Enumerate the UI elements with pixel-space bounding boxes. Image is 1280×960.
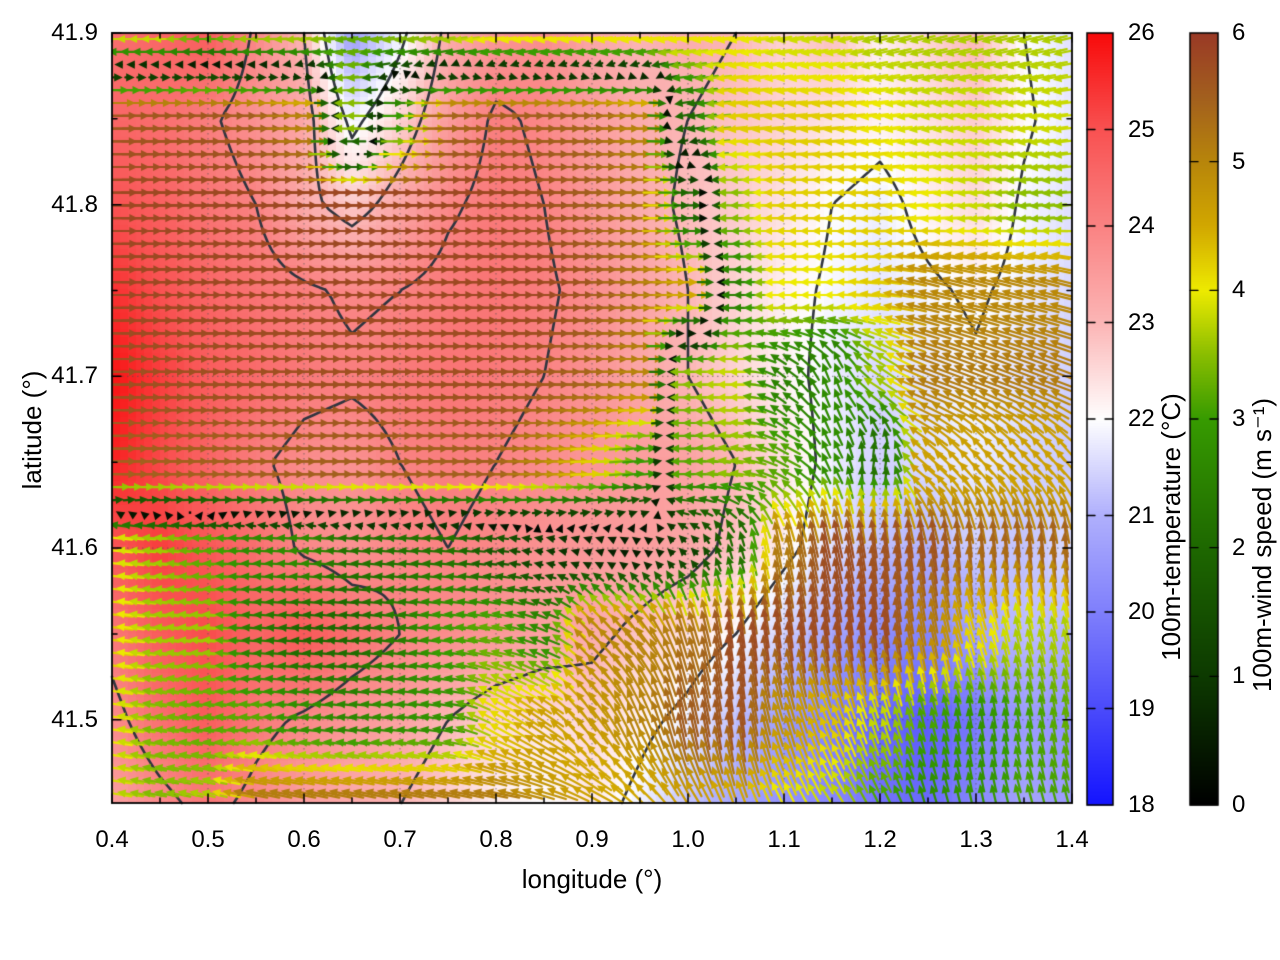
wind-cb-tick-label: 2: [1232, 533, 1246, 561]
x-tick-label: 0.4: [95, 826, 129, 853]
y-tick-label: 41.6: [51, 534, 98, 562]
wind-cb-tick-label: 4: [1232, 276, 1246, 304]
temperature-cb-tick-label: 20: [1128, 598, 1155, 625]
x-tick-label: 0.8: [479, 826, 513, 853]
x-tick-label: 1.2: [863, 826, 897, 853]
wind-cb-tick-label: 3: [1232, 405, 1246, 432]
x-tick-label: 1.4: [1055, 826, 1089, 853]
temperature-cb-tick-label: 25: [1128, 115, 1155, 143]
y-tick-label: 41.7: [51, 362, 98, 390]
wind-cb-tick-label: 0: [1232, 791, 1246, 818]
y-tick-label: 41.9: [51, 19, 98, 46]
temperature-cb-tick-label: 18: [1128, 791, 1155, 818]
wind-cb-tick-label: 5: [1232, 147, 1246, 175]
wind-colorbar-title: 100m-wind speed (m s⁻¹): [1247, 397, 1277, 693]
x-axis-title: longitude (°): [521, 864, 663, 894]
wind-cb-tick-label: 1: [1232, 662, 1246, 690]
x-tick-label: 0.5: [191, 826, 225, 853]
temperature-cb-tick-label: 21: [1128, 501, 1155, 529]
temperature-cb-tick-label: 23: [1128, 308, 1155, 336]
temperature-cb-tick-label: 22: [1128, 405, 1155, 432]
x-tick-label: 1.3: [959, 826, 993, 853]
temperature-colorbar-title: 100m-temperature (°C): [1156, 393, 1186, 661]
x-tick-label: 0.7: [383, 826, 417, 853]
y-tick-label: 41.5: [51, 705, 98, 733]
wind-cb-tick-label: 6: [1232, 19, 1246, 46]
y-axis-title: latitude (°): [17, 370, 47, 490]
x-tick-label: 0.6: [287, 826, 321, 853]
temperature-cb-tick-label: 19: [1128, 694, 1155, 722]
x-tick-label: 0.9: [575, 826, 609, 853]
x-tick-label: 1.1: [767, 826, 801, 853]
x-tick-label: 1.0: [671, 826, 705, 853]
temperature-cb-tick-label: 24: [1128, 212, 1155, 239]
y-tick-label: 41.8: [51, 190, 98, 218]
temperature-cb-tick-label: 26: [1128, 19, 1155, 46]
